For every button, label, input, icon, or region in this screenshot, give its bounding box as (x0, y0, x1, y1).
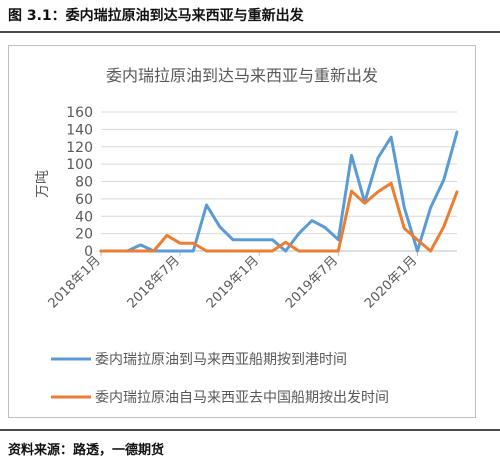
x-tick-label: 2020年1月 (362, 253, 420, 311)
chart-area: 委内瑞拉原油到达马来西亚与重新出发 0 20 40 60 80 100 120 140 160 … (8, 45, 476, 418)
y-tick-label: 140 (66, 122, 93, 138)
figure-title: 图 3.1：委内瑞拉原油到达马来西亚与重新出发 (8, 8, 304, 24)
y-tick-label: 20 (75, 227, 93, 243)
series-lines (99, 130, 459, 253)
x-tick-label: 2019年7月 (283, 253, 341, 311)
y-tick-label: 40 (75, 209, 93, 225)
y-tick-label: 60 (75, 192, 93, 208)
grid-lines (101, 111, 457, 252)
x-tick-label: 2019年1月 (204, 253, 262, 311)
y-tick-label: 120 (66, 140, 93, 156)
x-axis: 2018年1月 2018年7月 2019年1月 2019年7月 2020年1月 (46, 251, 420, 311)
x-tick-label: 2018年7月 (125, 253, 183, 311)
series-line-2 (99, 181, 459, 253)
y-tick-label: 80 (75, 175, 93, 191)
bottom-rule (0, 429, 500, 431)
chart-svg: 委内瑞拉原油到达马来西亚与重新出发 020406080100120140160 … (35, 66, 459, 406)
top-rule (0, 31, 500, 33)
x-tick-label: 2018年1月 (46, 253, 104, 311)
chart-title: 委内瑞拉原油到达马来西亚与重新出发 (106, 66, 378, 85)
y-tick-label: 160 (66, 105, 93, 121)
y-tick-label: 0 (84, 244, 93, 260)
y-tick-label: 100 (66, 157, 93, 173)
legend-label-1: 委内瑞拉原油到马来西亚船期按到港时间 (95, 352, 347, 368)
legend-label-2: 委内瑞拉原油自马来西亚去中国船期按出发时间 (95, 390, 389, 406)
source-note: 资料来源：路透，一德期货 (8, 443, 165, 458)
y-axis-label: 万吨 (35, 170, 51, 198)
